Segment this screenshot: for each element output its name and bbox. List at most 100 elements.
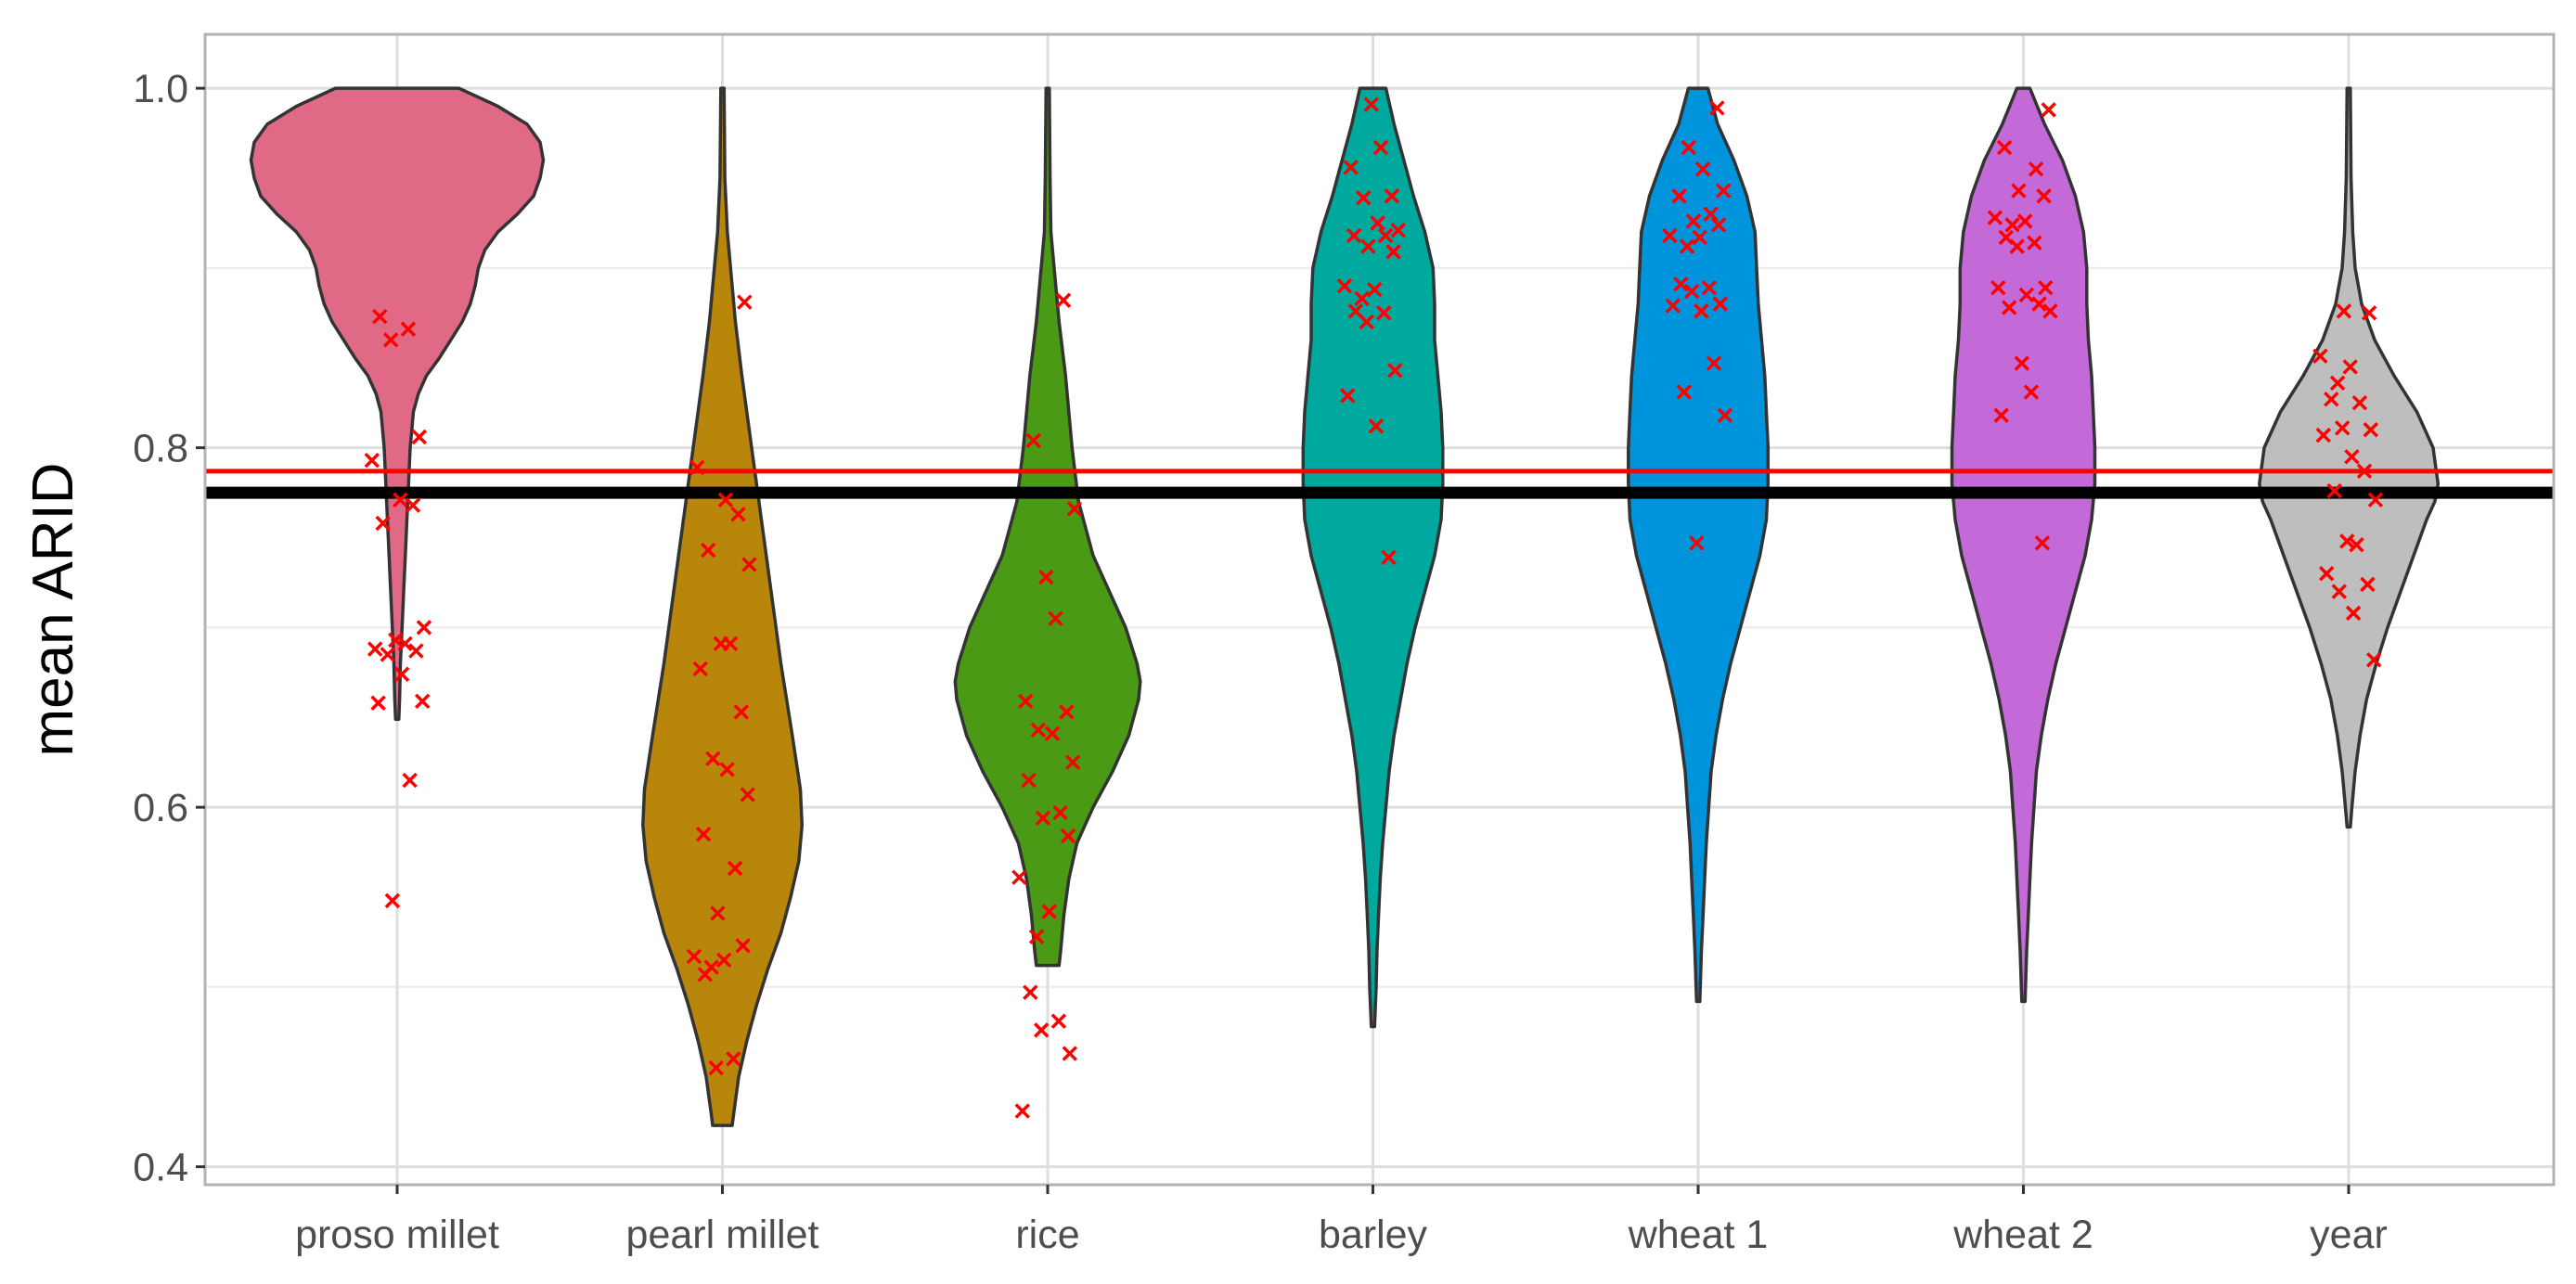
data-point [1354,290,1370,307]
data-point [1692,229,1707,246]
data-point [1709,100,1725,116]
data-point [1701,279,1718,296]
data-point [1381,549,1397,566]
data-point [393,492,408,508]
data-point [1676,384,1692,400]
data-point [727,860,743,877]
data-point [2011,183,2027,199]
data-point [1987,210,2003,225]
data-point [416,620,432,636]
data-point [1041,904,1057,919]
data-point [1033,1022,1050,1038]
data-point [2344,449,2360,465]
data-point [1710,217,1727,233]
data-point [2004,217,2020,233]
data-point [1993,407,2009,423]
data-point [1347,303,1364,319]
data-point [388,632,404,648]
data-point [1996,139,2013,156]
data-point [1671,188,1687,204]
data-point [1062,1046,1078,1061]
data-point [2315,427,2332,443]
data-point [717,492,734,508]
data-point [737,294,753,310]
data-point [1346,227,1362,244]
data-point [1712,296,1729,312]
x-tick-label: year [2310,1213,2388,1257]
data-point [715,952,732,969]
reference-lines [205,469,2554,499]
y-axis-title: mean ARID [21,462,85,756]
data-point [2336,303,2352,319]
data-point [402,772,418,789]
data-point [2345,605,2362,622]
data-point [1066,501,1083,517]
plot-border [203,32,2556,1187]
data-point [1055,292,1072,308]
data-point [1370,215,1385,231]
data-point [1703,206,1719,222]
data-point [1363,96,1380,112]
data-point [722,636,739,652]
data-point [1028,929,1045,944]
data-point [695,826,712,842]
data-point [2334,420,2351,436]
y-tick-label: 0.8 [133,427,188,471]
data-point [2329,375,2346,392]
data-point [364,452,380,469]
data-point [1366,281,1383,298]
data-point [2041,102,2056,118]
x-tick-label: rice [1015,1213,1079,1257]
data-point [2339,533,2355,549]
violin-barley [1301,86,1445,1029]
data-point [2018,287,2035,303]
data-point [1376,305,1392,321]
data-point [730,507,746,522]
data-point [1017,693,1034,710]
data-point [2036,188,2052,204]
data-point [689,459,705,476]
data-point [1706,355,1722,371]
data-point [2361,305,2377,321]
data-point [710,905,726,921]
data-point [2324,392,2339,407]
x-tick-label: proso millet [295,1213,499,1257]
data-point [1025,432,1041,449]
data-point [1665,298,1681,314]
data-point [1014,1103,1031,1119]
data-point [1390,222,1406,238]
axes: 0.4 0.6 0.8 1.0 proso millet pearl millet rice… [133,67,2388,1257]
data-point [1030,722,1047,738]
data-point [726,1051,741,1067]
data-points [364,96,2384,1119]
data-point [1050,1013,1067,1029]
data-point [1673,276,1689,292]
data-point [686,948,702,965]
data-point [2001,300,2017,315]
data-point [2326,482,2342,499]
data-point [2027,235,2042,250]
x-tick-label: barley [1319,1213,1428,1257]
data-point [1683,283,1700,300]
data-point [400,321,417,337]
data-point [2365,652,2382,668]
data-point [1059,704,1075,720]
data-point [1359,314,1374,330]
data-point [1679,238,1695,254]
data-point [697,967,714,982]
violin-rice [953,86,1142,968]
data-point [733,704,750,720]
data-point [740,787,755,802]
data-point [2351,394,2368,411]
data-point [1681,139,1697,156]
data-point [1035,810,1051,826]
data-point [2009,238,2025,254]
data-point [1372,139,1389,156]
data-point [1060,828,1076,844]
data-point [2342,359,2358,375]
data-point [1387,363,1403,379]
x-tick-label: pearl millet [626,1213,819,1257]
data-point [705,751,721,767]
data-point [2349,537,2364,553]
data-point [2014,355,2030,371]
